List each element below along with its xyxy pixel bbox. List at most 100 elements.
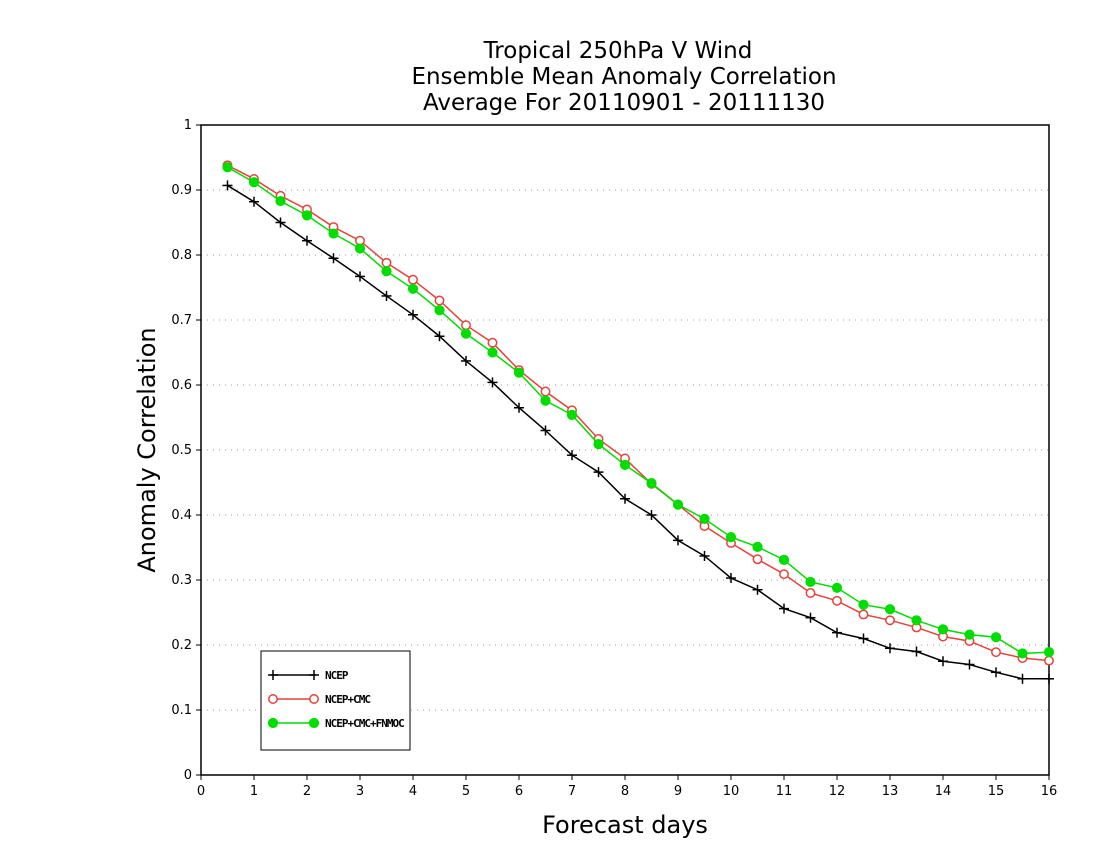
data-point-ncep [1044,673,1054,684]
data-point-ncep [752,584,763,595]
legend-marker [309,694,319,704]
data-point-ncep [938,656,948,667]
data-point-ncep [408,309,418,320]
data-point-ncep [275,217,286,228]
legend-label: NCEP+CMC [325,693,370,706]
x-tick-label: 5 [462,784,470,799]
data-point-ncep [991,667,1001,678]
y-tick-label: 0.1 [171,703,192,718]
data-point-ncep-cmc-fnmoc [1043,647,1055,658]
x-tick-label: 9 [674,784,682,799]
x-tick-label: 6 [515,784,523,799]
series-ncep [222,180,1054,684]
x-tick-label: 4 [409,784,417,799]
data-point-ncep-cmc-fnmoc [407,283,419,294]
x-tick-label: 12 [829,784,846,799]
x-tick-label: 7 [568,784,576,799]
data-point-ncep [381,290,392,301]
data-point-ncep [779,603,789,614]
x-axis-label: Forecast days [542,811,708,839]
data-point-ncep-cmc-fnmoc [805,576,816,588]
data-point-ncep-cmc-fnmoc [460,328,472,339]
data-point-ncep-cmc-fnmoc [937,624,949,635]
data-point-ncep-cmc-fnmoc [778,554,790,565]
data-point-ncep-cmc-fnmoc [540,395,551,406]
data-series [222,160,1055,684]
data-point-ncep-cmc [408,274,418,285]
data-point-ncep-cmc-fnmoc [513,367,525,378]
chart-title: Tropical 250hPa V Wind Ensemble Mean Ano… [411,38,836,116]
data-point-ncep-cmc-fnmoc [990,632,1002,643]
data-point-ncep-cmc [752,554,763,565]
data-point-ncep-cmc [858,609,869,620]
series-ncep-cmc-fnmoc [222,162,1055,659]
data-point-ncep [249,196,259,207]
legend-item-ncep-cmc-fnmoc: NCEP+CMC+FNMOC [267,717,405,730]
series-line-ncep [227,184,1049,680]
data-point-ncep-cmc-fnmoc [619,459,631,471]
x-tick-label: 1 [250,784,258,799]
x-tick-label: 15 [988,784,1005,799]
data-point-ncep [487,377,498,388]
data-point-ncep-cmc-fnmoc [752,541,763,552]
data-point-ncep [302,235,312,246]
axis-ticks: 00.10.20.30.40.50.60.70.80.910 1 2 3 4 5 6 7 8 9 1… [171,118,1057,799]
data-point-ncep [646,510,657,520]
data-point-ncep-cmc-fnmoc [593,439,604,450]
y-tick-label: 0.2 [171,638,192,653]
data-point-ncep-cmc [805,588,816,598]
y-tick-label: 0.4 [171,508,192,523]
chart-title-line-2: Ensemble Mean Anomaly Correlation [411,64,836,90]
legend-label: NCEP+CMC+FNMOC [325,717,404,730]
data-point-ncep-cmc-fnmoc [222,162,233,173]
data-point-ncep-cmc-fnmoc [301,210,313,221]
data-point-ncep [567,450,577,461]
data-point-ncep-cmc-fnmoc [248,177,260,188]
data-point-ncep [805,612,816,623]
data-point-ncep-cmc-fnmoc [566,409,578,420]
y-axis-label: Anomaly Correlation [133,327,161,572]
series-ncep-cmc [222,160,1054,666]
data-point-ncep [699,550,710,561]
x-tick-label: 14 [935,784,952,799]
y-tick-label: 0.6 [171,378,192,393]
data-point-ncep [673,535,683,546]
data-point-ncep-cmc-fnmoc [646,478,657,489]
data-point-ncep-cmc [381,257,392,268]
y-tick-label: 0.3 [171,573,192,588]
x-tick-label: 10 [723,784,740,799]
series-line-ncep-cmc-fnmoc [227,166,1050,655]
legend-marker [268,694,278,704]
data-point-ncep-cmc [779,569,789,580]
legend-marker [308,717,320,729]
data-point-ncep-cmc-fnmoc [328,228,339,239]
data-point-ncep-cmc [885,615,895,626]
data-point-ncep [540,425,551,436]
y-tick-label: 1 [184,118,192,133]
chart-title-line-1: Tropical 250hPa V Wind [483,38,753,64]
data-point-ncep [514,402,524,413]
data-point-ncep [726,573,736,584]
data-point-ncep-cmc-fnmoc [381,266,392,277]
data-point-ncep-cmc-fnmoc [434,305,445,316]
legend-item-ncep-cmc: NCEP+CMC [268,693,371,706]
data-point-ncep-cmc-fnmoc [725,532,737,543]
x-tick-label: 11 [776,784,793,799]
data-point-ncep-cmc-fnmoc [672,499,684,510]
y-tick-label: 0.8 [171,248,192,263]
data-point-ncep [964,659,975,670]
y-tick-label: 0 [184,768,192,783]
data-point-ncep-cmc-fnmoc [884,604,896,615]
data-point-ncep-cmc-fnmoc [858,599,869,610]
gridlines [201,189,1049,711]
series-line-ncep-cmc [227,164,1050,662]
x-tick-label: 16 [1041,784,1058,799]
data-point-ncep [885,643,895,654]
data-point-ncep [832,627,842,638]
data-point-ncep [911,646,922,657]
data-point-ncep-cmc-fnmoc [1017,648,1028,659]
legend-label: NCEP [325,669,349,682]
data-point-ncep-cmc [434,295,445,306]
y-tick-label: 0.5 [171,443,192,458]
